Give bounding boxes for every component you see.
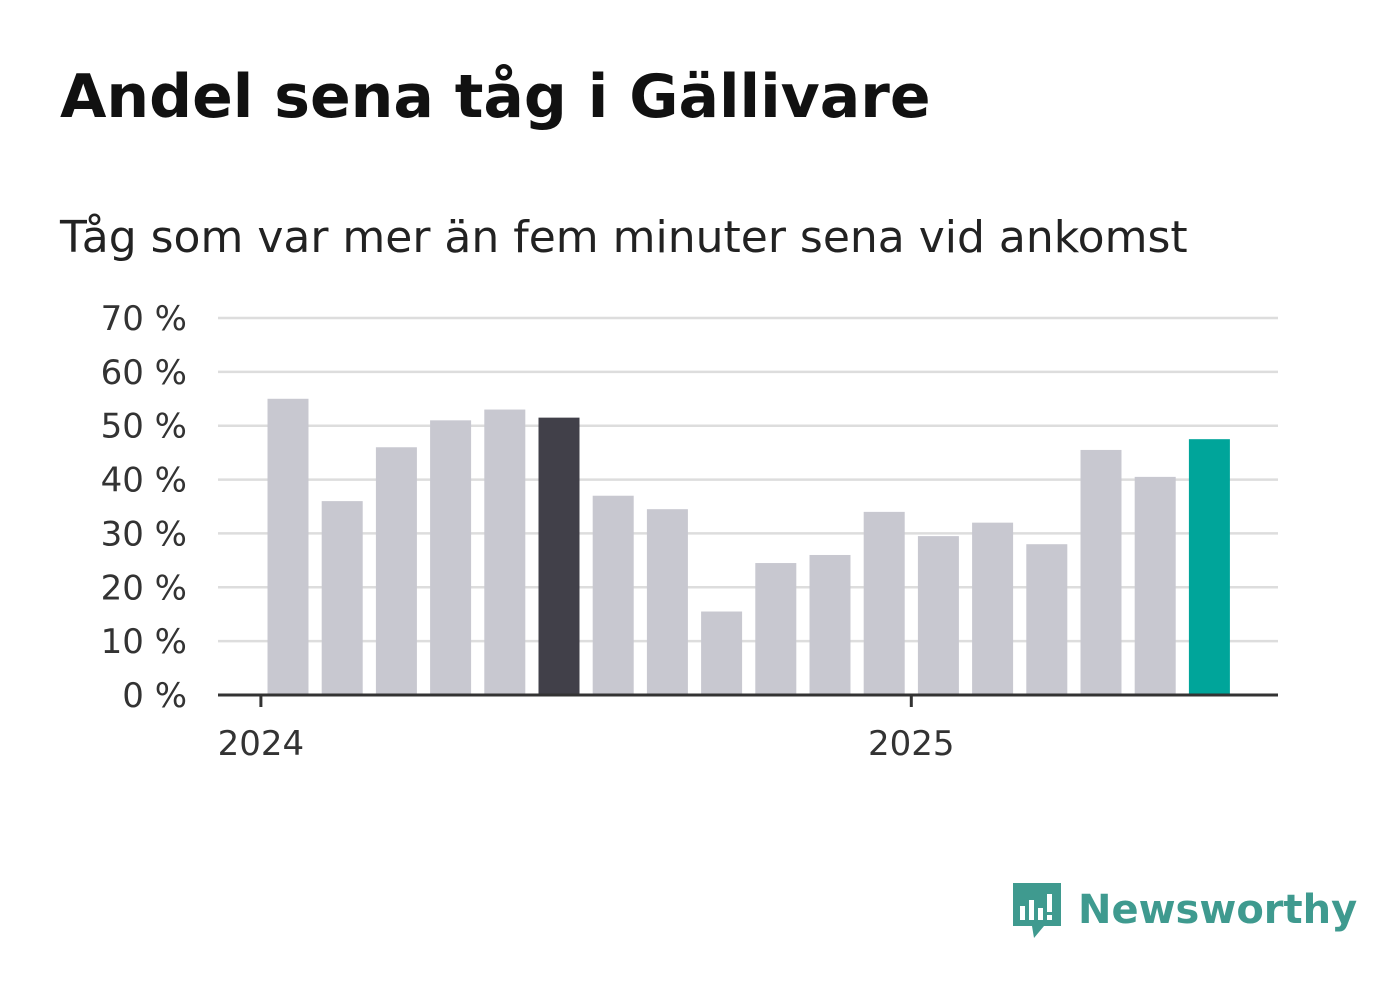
bar — [430, 420, 472, 695]
y-tick-label: 40 % — [101, 461, 187, 501]
brand-name: Newsworthy — [1078, 887, 1358, 933]
bar — [1188, 439, 1230, 695]
bar — [321, 501, 363, 695]
bar — [592, 495, 634, 695]
bar — [538, 417, 580, 695]
y-tick-label: 0 % — [122, 676, 187, 716]
y-tick-label: 50 % — [101, 407, 187, 447]
bar — [863, 511, 905, 695]
bar — [1134, 476, 1176, 695]
bar — [267, 398, 309, 695]
bar — [972, 522, 1014, 695]
bar — [809, 554, 851, 695]
bar — [375, 447, 417, 695]
bar-chart-speech-bubble-icon — [1013, 883, 1061, 938]
y-tick-label: 30 % — [101, 514, 187, 554]
bar — [646, 509, 688, 695]
newsworthy-logo: Newsworthy — [1010, 880, 1357, 940]
bar — [917, 536, 959, 695]
y-tick-label: 20 % — [101, 568, 187, 608]
chart-subtitle: Tåg som var mer än fem minuter sena vid … — [60, 212, 1188, 263]
bar — [701, 611, 743, 695]
chart-title: Andel sena tåg i Gällivare — [60, 62, 931, 132]
bar — [484, 409, 526, 695]
bar — [755, 563, 797, 695]
y-tick-label: 60 % — [101, 353, 187, 393]
y-tick-label: 10 % — [101, 622, 187, 662]
x-tick-label: 2024 — [218, 724, 305, 764]
x-tick-label: 2025 — [868, 724, 955, 764]
bar — [1026, 544, 1068, 695]
bar-chart: 70 % 60 % 50 % 40 % 30 % 20 % 10 % 0 % 2024 2025 — [101, 299, 1278, 764]
bar — [1080, 449, 1122, 695]
y-tick-label: 70 % — [101, 299, 187, 339]
